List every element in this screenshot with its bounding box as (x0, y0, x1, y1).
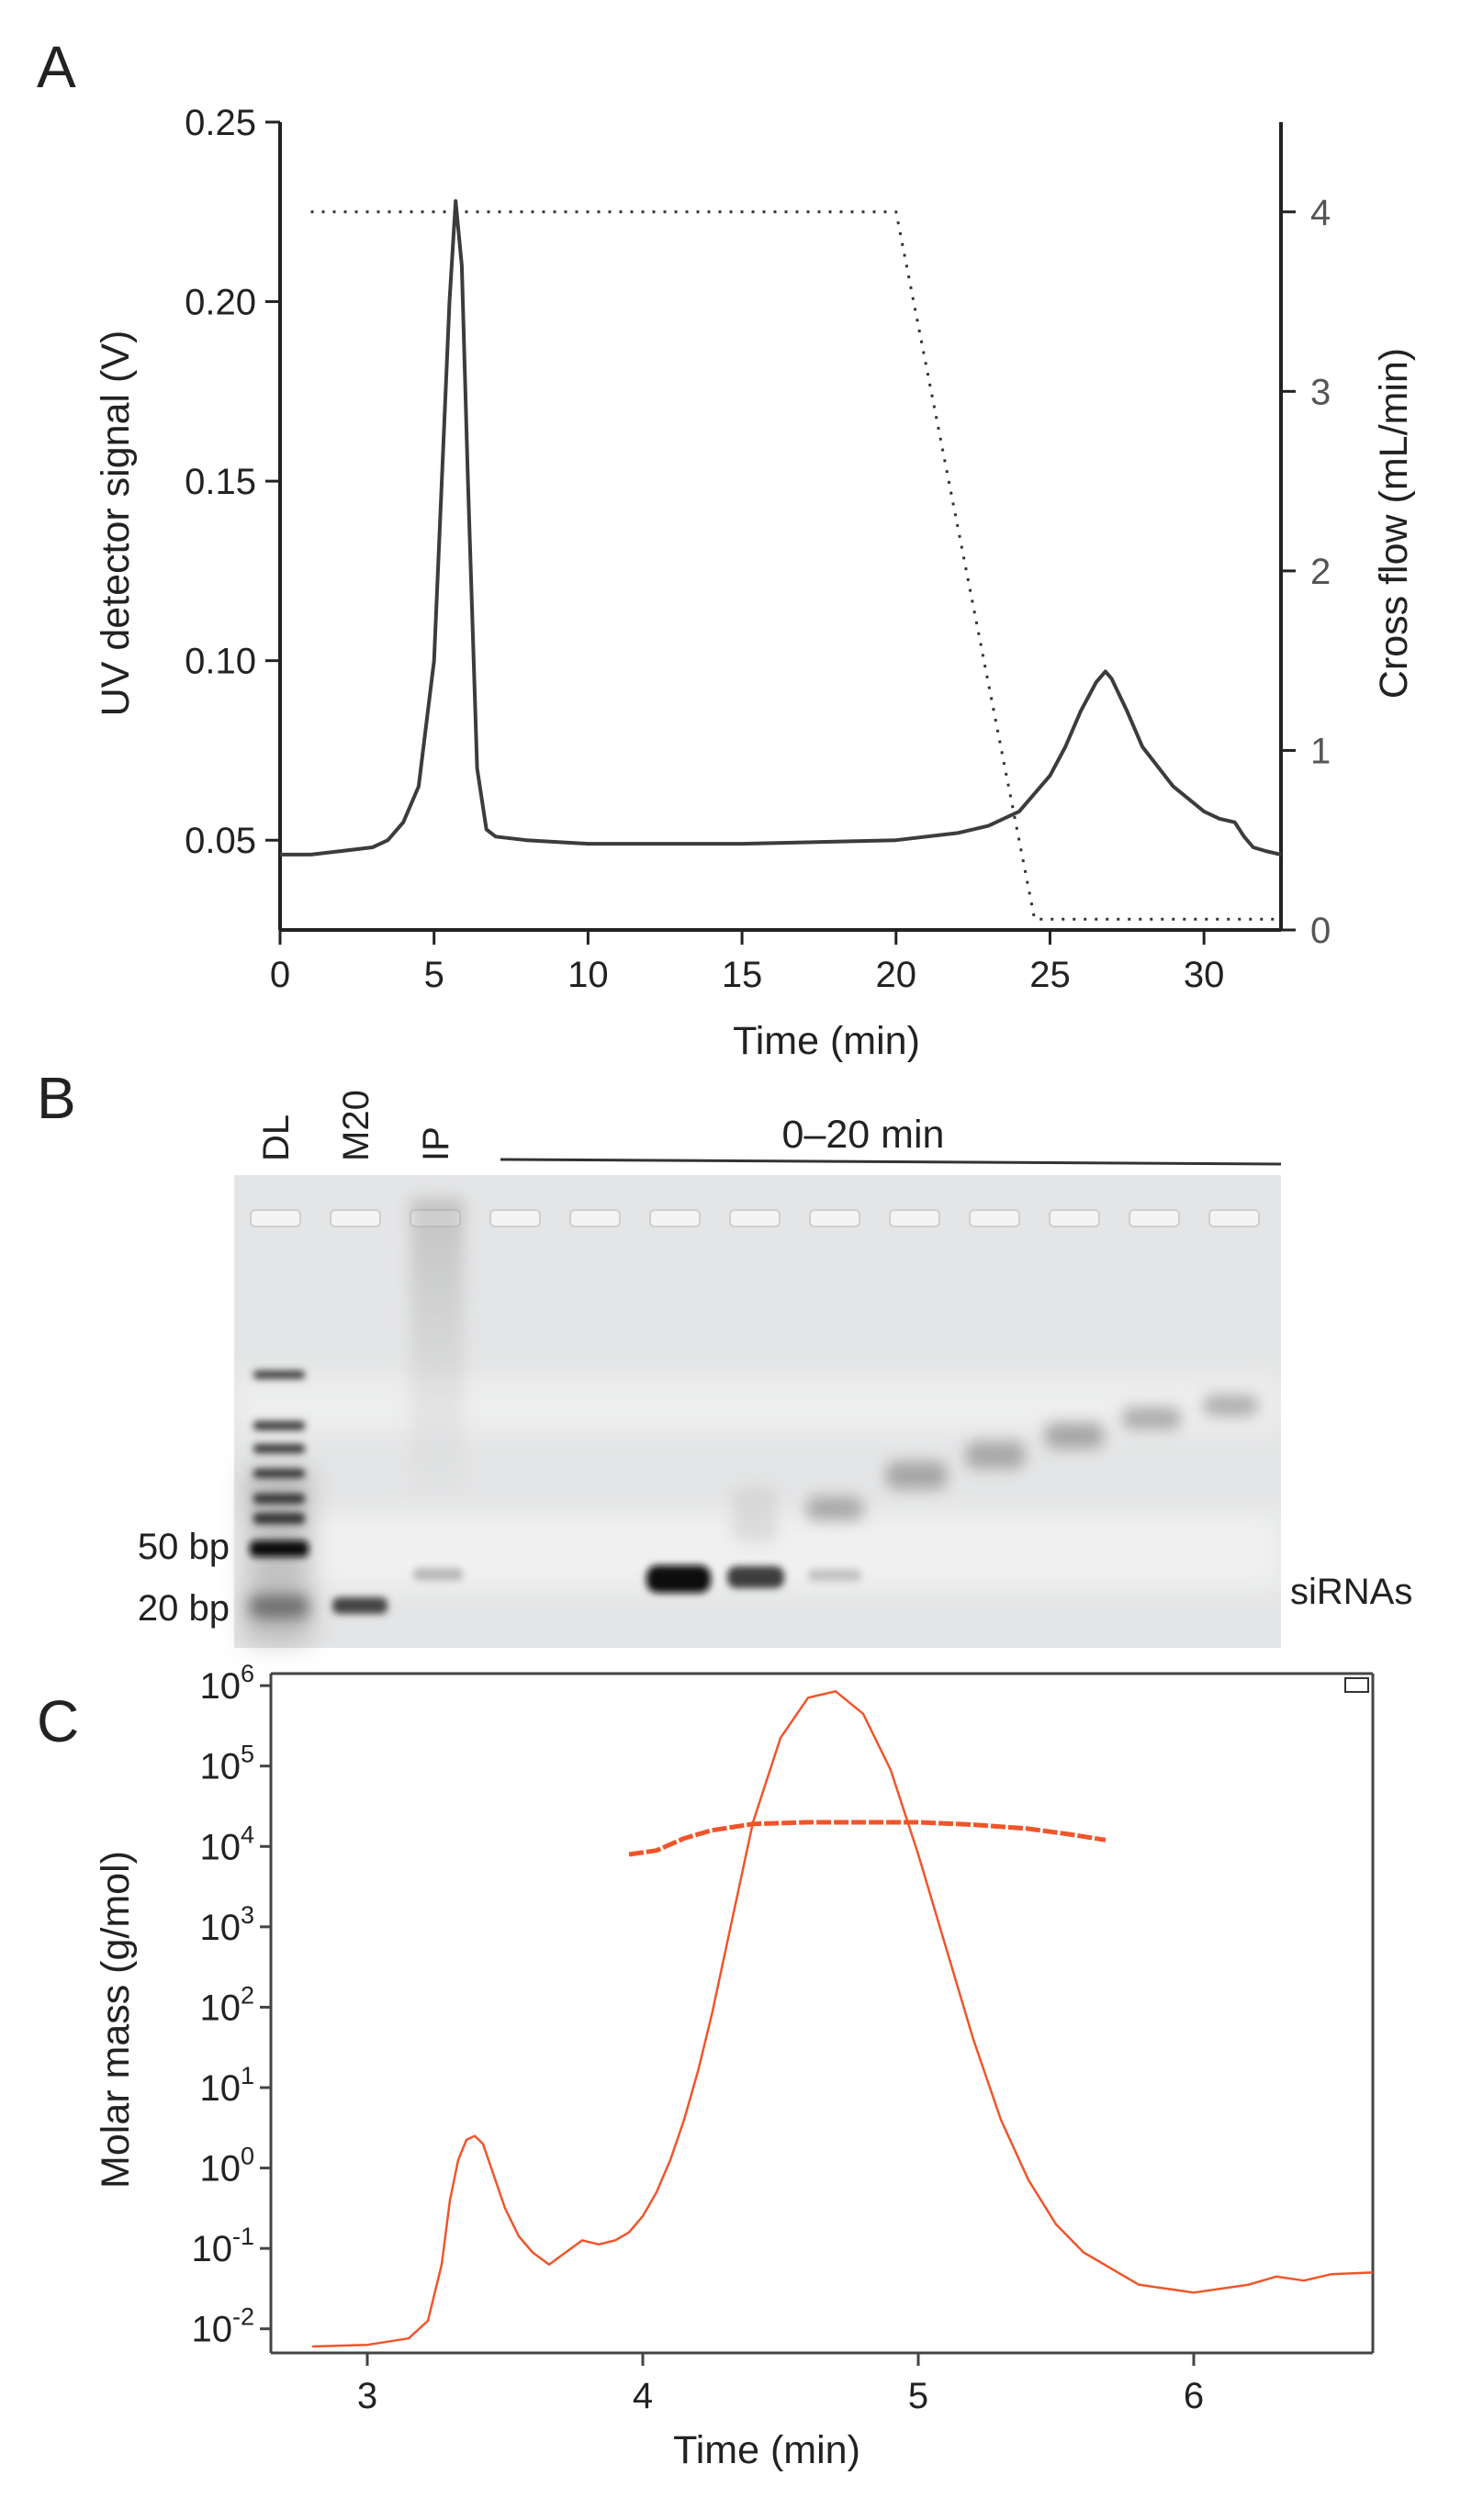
gel-well (330, 1209, 381, 1227)
detector-trace-line (311, 1690, 1374, 2348)
panel-a-x-axis-label: Time (min) (733, 1019, 920, 1063)
panel-a-y-tick-label: 0.10 (185, 642, 256, 682)
gel-band-m20 (332, 1597, 388, 1614)
panel-a-letter: A (37, 34, 76, 100)
ladder-band-20bp (250, 1596, 309, 1618)
panel-a-y-tick-label: 0.20 (185, 283, 256, 323)
ladder-bands (250, 1371, 309, 1618)
ladder-band (253, 1513, 305, 1524)
panel-a-y-tick-label: 0.15 (185, 462, 256, 502)
panel-a-x-tick-label: 15 (722, 955, 763, 995)
panel-c-x-tick-label: 6 (1184, 2376, 1204, 2416)
gel-lane-label: M20 (336, 1090, 376, 1161)
gel-background-glow (234, 1377, 1281, 1432)
panel-a-x-tick-label: 5 (424, 955, 444, 995)
gel-well (809, 1209, 860, 1227)
gel-band-fraction (886, 1462, 947, 1489)
ladder-band (253, 1469, 305, 1478)
gel-well (649, 1209, 701, 1227)
gel-smear-fraction (733, 1487, 777, 1542)
gel-lane-label: DL (256, 1114, 297, 1161)
panel-c-y-tick-label: 100 (199, 2143, 254, 2190)
gel-range-line (500, 1158, 1282, 1166)
gel-well (889, 1209, 940, 1227)
panel-a-right-tick-label: 1 (1310, 731, 1331, 771)
molar-mass-line (628, 1820, 1107, 1857)
panel-a-x-tick-label: 10 (567, 955, 609, 995)
panel-c-letter: C (37, 1688, 79, 1754)
gel-well (729, 1209, 781, 1227)
panel-a-y-tick-label: 0.05 (185, 821, 256, 861)
gel-band-fraction (1203, 1395, 1258, 1416)
gel-well (1208, 1209, 1260, 1227)
gel-lane-labels: DL M20 IP (256, 1090, 456, 1161)
panel-a-plot-area (280, 199, 1282, 921)
panel-a-x-tick-label: 30 (1184, 955, 1225, 995)
gel-band-ip (413, 1568, 463, 1581)
panel-a-right-axis-label: Cross flow (mL/min) (1372, 348, 1416, 699)
panel-a-ticks: 0 5 10 15 20 25 30 0.05 0.10 0.15 0.20 0.25 0 1 2 3 4 (185, 103, 1331, 995)
gel-band-fraction (966, 1441, 1025, 1469)
panel-a-x-tick-label: 20 (876, 955, 917, 995)
panel-c-x-axis-label: Time (min) (673, 2428, 860, 2472)
panel-c-axes (269, 1672, 1375, 2355)
gel-band-fraction (806, 1496, 863, 1520)
ladder-band (253, 1371, 305, 1379)
ladder-band (253, 1444, 305, 1453)
panel-c-plot-area (311, 1690, 1374, 2348)
panel-a-right-tick-label: 4 (1310, 193, 1331, 233)
gel-band-fraction (808, 1569, 861, 1582)
gel-marker-label-50bp: 50 bp (138, 1527, 230, 1567)
panel-c-y-tick-label: 10-1 (191, 2223, 254, 2269)
panel-a-x-tick-label: 25 (1029, 955, 1071, 995)
gel-band-fraction (727, 1566, 784, 1588)
panel-c-y-tick-label: 101 (199, 2062, 254, 2109)
panel-b-letter: B (37, 1065, 76, 1131)
panel-c-x-tick-label: 5 (908, 2376, 928, 2416)
ladder-band (253, 1421, 305, 1430)
gel-well (1049, 1209, 1100, 1227)
gel-well (969, 1209, 1020, 1227)
uv-signal-line (280, 199, 1282, 857)
panel-c-y-tick-label: 103 (199, 1901, 254, 1948)
gel-sirnas-label: siRNAs (1290, 1572, 1412, 1612)
panel-a-y-tick-label: 0.25 (185, 103, 256, 143)
gel-well (569, 1209, 621, 1227)
panel-a-axes (278, 122, 1283, 932)
gel-well (250, 1209, 301, 1227)
gel-lane-label: IP (416, 1126, 456, 1161)
gel-range-label: 0–20 min (782, 1113, 945, 1157)
ladder-band-50bp (250, 1540, 309, 1557)
gel-smear-ip (410, 1198, 464, 1492)
gel-band-fraction (1045, 1423, 1104, 1449)
panel-c-y-tick-label: 106 (199, 1660, 254, 1707)
cross-flow-line (310, 210, 1281, 921)
gel-marker-label-20bp: 20 bp (138, 1588, 230, 1629)
panel-c: C 3 4 5 6 10-2 10-1 100 101 102 103 104 105 106 Time… (37, 1660, 1375, 2472)
panel-c-y-tick-label: 105 (199, 1741, 254, 1787)
ladder-band (253, 1494, 305, 1504)
panel-c-x-tick-label: 3 (357, 2376, 377, 2416)
panel-a-right-tick-label: 3 (1310, 372, 1331, 412)
panel-a-right-tick-label: 2 (1310, 552, 1331, 592)
gel-band-fraction (646, 1565, 711, 1593)
panel-a-x-tick-label: 0 (270, 955, 290, 995)
panel-a: A 0 5 10 15 20 25 300.050.100.150.200.2501234 … (37, 34, 1416, 1063)
gel-band-fraction (1122, 1407, 1181, 1429)
panel-c-y-tick-label: 104 (199, 1820, 254, 1867)
panel-c-ticks: 3 4 5 6 10-2 10-1 100 101 102 103 104 105 106 (191, 1660, 1204, 2416)
panel-c-x-tick-label: 4 (633, 2376, 653, 2416)
legend-toggle-icon[interactable] (1344, 1677, 1369, 1693)
panel-c-y-axis-label: Molar mass (g/mol) (94, 1851, 138, 2189)
panel-b: B 0–20 min DL M20 IP (37, 1065, 1412, 1648)
panel-c-y-tick-label: 10-2 (191, 2303, 254, 2350)
gel-well (1129, 1209, 1180, 1227)
panel-c-y-tick-label: 102 (199, 1981, 254, 2028)
gel-well (489, 1209, 541, 1227)
panel-a-y-axis-label: UV detector signal (V) (94, 330, 138, 717)
panel-a-right-tick-label: 0 (1310, 911, 1331, 951)
